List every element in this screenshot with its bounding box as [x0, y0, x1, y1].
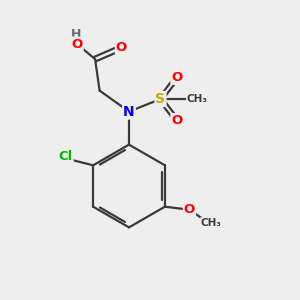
- Text: O: O: [171, 71, 183, 84]
- Text: N: N: [123, 105, 135, 118]
- Text: CH₃: CH₃: [201, 218, 222, 228]
- Text: CH₃: CH₃: [187, 94, 208, 104]
- Text: H: H: [70, 28, 81, 41]
- Text: O: O: [116, 41, 127, 54]
- Text: O: O: [71, 38, 83, 51]
- Text: O: O: [184, 203, 195, 216]
- Text: Cl: Cl: [58, 150, 73, 164]
- Text: S: S: [155, 92, 166, 106]
- Text: O: O: [171, 114, 183, 127]
